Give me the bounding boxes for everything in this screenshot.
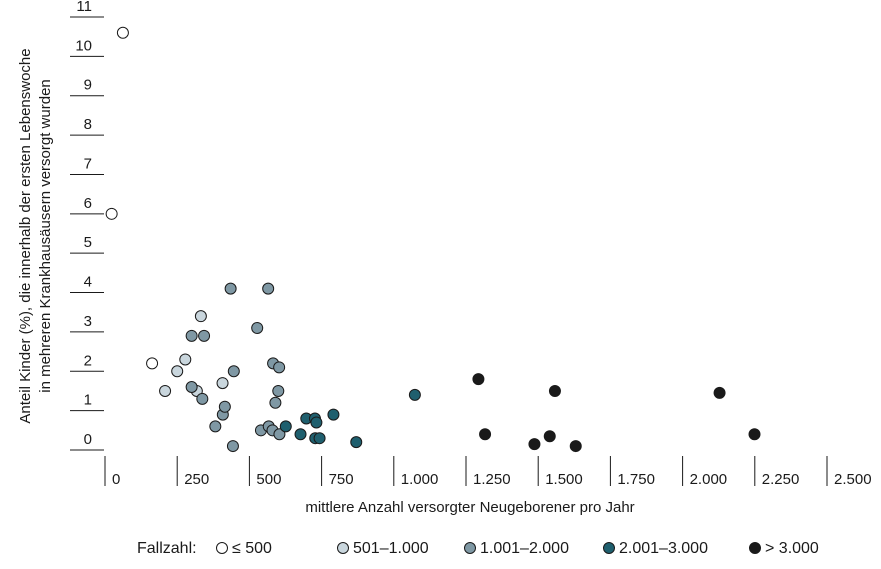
x-axis-label: mittlere Anzahl versorgter Neugeborener … xyxy=(305,499,634,516)
data-point xyxy=(224,282,237,295)
y-axis: 0 1 2 3 4 5 6 7 8 9 10 11 xyxy=(70,0,104,451)
x-tick-label: 500 xyxy=(256,471,281,488)
legend-marker xyxy=(216,542,228,554)
legend-marker xyxy=(749,542,761,554)
y-tick-label: 5 xyxy=(84,234,92,251)
data-point xyxy=(216,377,229,390)
data-point xyxy=(273,361,286,374)
x-tick-label: 1.000 xyxy=(401,471,439,488)
y-tick-label: 10 xyxy=(75,37,92,54)
data-point xyxy=(327,408,340,421)
y-tick-label: 0 xyxy=(84,431,92,448)
y-axis-label-line: Anteil Kinder (%), die innerhalb der ers… xyxy=(17,48,34,423)
y-axis-label: Anteil Kinder (%), die innerhalb der ers… xyxy=(17,48,54,423)
data-point xyxy=(528,438,541,451)
y-tick-label: 6 xyxy=(84,195,92,212)
data-point xyxy=(159,384,172,397)
y-tick-label: 2 xyxy=(84,352,92,369)
data-point xyxy=(294,428,307,441)
data-point xyxy=(272,384,285,397)
data-point xyxy=(479,428,492,441)
y-tick-label: 3 xyxy=(84,313,92,330)
data-point xyxy=(548,384,561,397)
data-point xyxy=(105,207,118,220)
data-point xyxy=(313,432,326,445)
data-point xyxy=(194,310,207,323)
y-tick-label: 7 xyxy=(84,155,92,172)
x-tick-label: 250 xyxy=(184,471,209,488)
data-point xyxy=(543,430,556,443)
legend-marker xyxy=(464,542,476,554)
data-point xyxy=(350,436,363,449)
data-point xyxy=(713,386,726,399)
x-axis: 0 250 500 750 1.000 1.250 1.500 1.750 2.000 2.250… xyxy=(104,456,872,488)
legend-marker xyxy=(337,542,349,554)
y-axis-label-line: in mehreren Krankhausäusern versorgt wur… xyxy=(37,79,54,393)
data-point xyxy=(179,353,192,366)
data-point xyxy=(269,396,282,409)
legend-entry-label: > 3.000 xyxy=(765,540,819,557)
data-point xyxy=(262,282,275,295)
data-point xyxy=(171,365,184,378)
legend-title: Fallzahl: xyxy=(137,540,197,557)
x-tick-label: 750 xyxy=(329,471,354,488)
legend: Fallzahl: ≤ 500 501–1.000 1.001–2.000 2.001–… xyxy=(137,540,819,557)
data-point xyxy=(408,388,421,401)
y-tick-label: 4 xyxy=(84,274,92,291)
legend-marker xyxy=(603,542,615,554)
x-tick-label: 1.500 xyxy=(545,471,583,488)
legend-entry-label: ≤ 500 xyxy=(232,540,272,557)
data-point xyxy=(116,26,129,39)
data-point xyxy=(218,400,231,413)
data-point xyxy=(472,373,485,386)
data-point xyxy=(185,329,198,342)
data-point xyxy=(196,392,209,405)
x-tick-label: 0 xyxy=(112,471,120,488)
legend-entry-label: 1.001–2.000 xyxy=(480,540,569,557)
data-point xyxy=(310,416,323,429)
data-point xyxy=(226,440,239,453)
data-point xyxy=(146,357,159,370)
legend-entry-label: 501–1.000 xyxy=(353,540,429,557)
data-point xyxy=(748,428,761,441)
x-tick-label: 2.500 xyxy=(834,471,872,488)
data-points xyxy=(105,26,761,453)
y-tick-label: 11 xyxy=(76,0,92,15)
data-point xyxy=(251,321,264,334)
data-point xyxy=(209,420,222,433)
legend-entry-label: 2.001–3.000 xyxy=(619,540,708,557)
data-point xyxy=(569,440,582,453)
data-point xyxy=(273,428,286,441)
y-tick-label: 1 xyxy=(84,392,92,409)
data-point xyxy=(227,365,240,378)
data-point xyxy=(279,420,292,433)
y-axis-label-text: Anteil Kinder (%), die innerhalb der ers… xyxy=(17,48,54,423)
x-tick-label: 2.250 xyxy=(762,471,800,488)
x-tick-label: 1.250 xyxy=(473,471,511,488)
y-tick-label: 8 xyxy=(84,116,92,133)
x-tick-label: 1.750 xyxy=(617,471,655,488)
y-tick-label: 9 xyxy=(84,77,92,94)
data-point xyxy=(198,329,211,342)
x-tick-label: 2.000 xyxy=(690,471,728,488)
data-point xyxy=(185,381,198,394)
